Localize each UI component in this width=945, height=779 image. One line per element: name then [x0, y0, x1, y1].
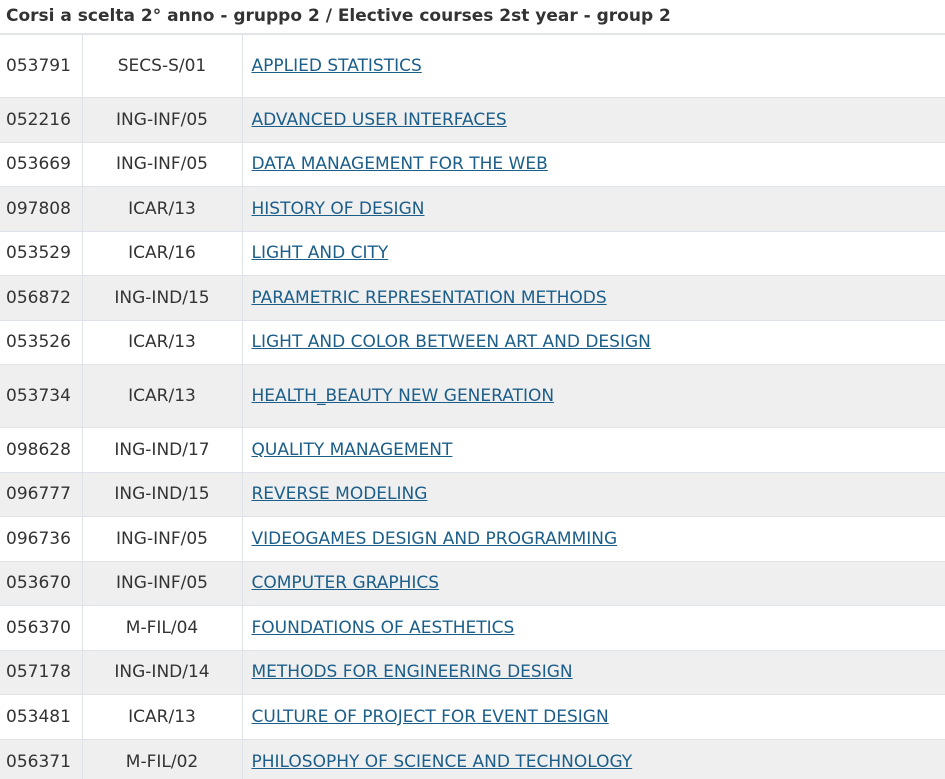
course-row: 052216 ING-INF/05 ADVANCED USER INTERFACES — [0, 97, 945, 142]
course-name-cell: HISTORY OF DESIGN — [242, 186, 945, 231]
course-code: 052216 — [0, 97, 83, 142]
course-link[interactable]: COMPUTER GRAPHICS — [251, 573, 440, 594]
course-ssd: ICAR/13 — [82, 694, 243, 739]
course-name-cell: LIGHT AND CITY — [242, 230, 945, 276]
course-link[interactable]: PARAMETRIC REPRESENTATION METHODS — [251, 287, 607, 308]
course-name-cell: ADVANCED USER INTERFACES — [242, 97, 945, 142]
course-ssd: ICAR/16 — [82, 230, 243, 276]
course-link[interactable]: HISTORY OF DESIGN — [251, 198, 425, 219]
course-code: 056371 — [0, 738, 83, 779]
course-code: 053669 — [0, 141, 83, 187]
course-link[interactable]: DATA MANAGEMENT FOR THE WEB — [251, 154, 548, 175]
course-code: 053526 — [0, 319, 83, 365]
course-row: 097808 ICAR/13 HISTORY OF DESIGN — [0, 186, 945, 231]
course-row: 056872 ING-IND/15 PARAMETRIC REPRESENTATIO… — [0, 275, 945, 320]
course-link[interactable]: FOUNDATIONS OF AESTHETICS — [251, 617, 515, 638]
course-code: 098628 — [0, 427, 83, 472]
course-code: 056370 — [0, 605, 83, 650]
course-ssd: ING-INF/05 — [82, 516, 243, 561]
course-row: 053791 SECS-S/01 APPLIED STATISTICS — [0, 34, 945, 98]
course-row: 053526 ICAR/13 LIGHT AND COLOR BETWEEN ART… — [0, 319, 945, 365]
table-body: 053791 SECS-S/01 APPLIED STATISTICS 052216 I… — [0, 34, 945, 779]
course-name-cell: APPLIED STATISTICS — [242, 34, 945, 98]
course-link[interactable]: LIGHT AND COLOR BETWEEN ART AND DESIGN — [251, 332, 651, 353]
course-code: 096777 — [0, 471, 83, 517]
course-ssd: ICAR/13 — [82, 364, 243, 428]
course-link[interactable]: APPLIED STATISTICS — [251, 56, 422, 76]
course-code: 057178 — [0, 649, 83, 695]
course-row: 053529 ICAR/16 LIGHT AND CITY — [0, 230, 945, 276]
course-ssd: ING-INF/05 — [82, 141, 243, 187]
course-name-cell: METHODS FOR ENGINEERING DESIGN — [242, 649, 945, 695]
course-ssd: SECS-S/01 — [82, 34, 243, 98]
course-name-cell: CULTURE OF PROJECT FOR EVENT DESIGN — [242, 694, 945, 739]
course-ssd: ICAR/13 — [82, 319, 243, 365]
course-ssd: M-FIL/02 — [82, 738, 243, 779]
course-link[interactable]: HEALTH_BEAUTY NEW GENERATION — [251, 386, 555, 406]
course-code: 053529 — [0, 230, 83, 276]
course-code: 056872 — [0, 275, 83, 320]
course-link[interactable]: CULTURE OF PROJECT FOR EVENT DESIGN — [251, 706, 609, 727]
course-code: 096736 — [0, 516, 83, 561]
course-row: 098628 ING-IND/17 QUALITY MANAGEMENT — [0, 427, 945, 472]
course-name-cell: COMPUTER GRAPHICS — [242, 560, 945, 606]
course-ssd: ING-IND/15 — [82, 275, 243, 320]
course-ssd: ICAR/13 — [82, 186, 243, 231]
course-row: 053734 ICAR/13 HEALTH_BEAUTY NEW GENERATIO… — [0, 364, 945, 428]
course-ssd: ING-INF/05 — [82, 97, 243, 142]
course-link[interactable]: REVERSE MODELING — [251, 484, 428, 505]
course-row: 053481 ICAR/13 CULTURE OF PROJECT FOR EVEN… — [0, 694, 945, 739]
course-code: 097808 — [0, 186, 83, 231]
course-name-cell: HEALTH_BEAUTY NEW GENERATION — [242, 364, 945, 428]
course-name-cell: QUALITY MANAGEMENT — [242, 427, 945, 472]
course-link[interactable]: ADVANCED USER INTERFACES — [251, 109, 507, 130]
course-code: 053791 — [0, 34, 83, 98]
course-name-cell: FOUNDATIONS OF AESTHETICS — [242, 605, 945, 650]
course-row: 096736 ING-INF/05 VIDEOGAMES DESIGN AND PR… — [0, 516, 945, 561]
course-code: 053670 — [0, 560, 83, 606]
course-code: 053734 — [0, 364, 83, 428]
course-name-cell: PARAMETRIC REPRESENTATION METHODS — [242, 275, 945, 320]
course-name-cell: REVERSE MODELING — [242, 471, 945, 517]
course-link[interactable]: LIGHT AND CITY — [251, 243, 389, 264]
course-name-cell: LIGHT AND COLOR BETWEEN ART AND DESIGN — [242, 319, 945, 365]
course-row: 053669 ING-INF/05 DATA MANAGEMENT FOR THE … — [0, 141, 945, 187]
course-row: 057178 ING-IND/14 METHODS FOR ENGINEERING … — [0, 649, 945, 695]
section-title: Corsi a scelta 2° anno - gruppo 2 / Elec… — [0, 0, 945, 34]
course-name-cell: DATA MANAGEMENT FOR THE WEB — [242, 141, 945, 187]
course-row: 096777 ING-IND/15 REVERSE MODELING — [0, 471, 945, 517]
course-ssd: ING-INF/05 — [82, 560, 243, 606]
course-link[interactable]: QUALITY MANAGEMENT — [251, 439, 453, 460]
course-row: 056371 M-FIL/02 PHILOSOPHY OF SCIENCE AND … — [0, 738, 945, 779]
course-name-cell: PHILOSOPHY OF SCIENCE AND TECHNOLOGY — [242, 738, 945, 779]
course-name-cell: VIDEOGAMES DESIGN AND PROGRAMMING — [242, 516, 945, 561]
course-ssd: ING-IND/14 — [82, 649, 243, 695]
course-ssd: M-FIL/04 — [82, 605, 243, 650]
course-table: 053791 SECS-S/01 APPLIED STATISTICS 052216 I… — [0, 34, 945, 779]
course-link[interactable]: METHODS FOR ENGINEERING DESIGN — [251, 662, 573, 683]
course-ssd: ING-IND/15 — [82, 471, 243, 517]
course-row: 053670 ING-INF/05 COMPUTER GRAPHICS — [0, 560, 945, 606]
course-link[interactable]: PHILOSOPHY OF SCIENCE AND TECHNOLOGY — [251, 751, 633, 772]
course-link[interactable]: VIDEOGAMES DESIGN AND PROGRAMMING — [251, 528, 618, 549]
course-code: 053481 — [0, 694, 83, 739]
course-ssd: ING-IND/17 — [82, 427, 243, 472]
course-row: 056370 M-FIL/04 FOUNDATIONS OF AESTHETICS — [0, 605, 945, 650]
